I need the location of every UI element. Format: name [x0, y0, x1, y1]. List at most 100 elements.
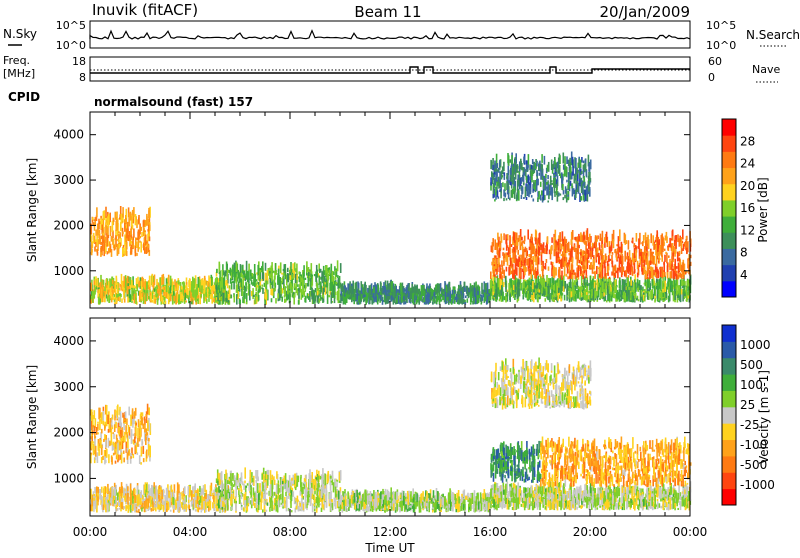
- heatmap-cell: [550, 185, 552, 195]
- heatmap-cell: [396, 296, 398, 303]
- heatmap-cell: [252, 288, 254, 299]
- heatmap-cell: [501, 236, 503, 243]
- heatmap-cell: [250, 275, 252, 281]
- heatmap-cell: [139, 455, 141, 464]
- heatmap-cell: [575, 287, 577, 290]
- heatmap-cell: [241, 290, 243, 296]
- heatmap-cell: [521, 187, 523, 194]
- heatmap-cell: [650, 290, 652, 299]
- heatmap-cell: [102, 290, 104, 298]
- heatmap-cell: [223, 293, 225, 302]
- heatmap-cell: [627, 252, 629, 256]
- heatmap-cell: [561, 172, 563, 181]
- heatmap-cell: [644, 267, 646, 274]
- heatmap-cell: [108, 281, 110, 287]
- heatmap-cell: [644, 296, 646, 302]
- heatmap-cell: [493, 184, 495, 186]
- heatmap-cell: [464, 288, 466, 292]
- heatmap-cell: [238, 275, 240, 278]
- heatmap-cell: [595, 237, 597, 240]
- heatmap-cell: [597, 248, 599, 254]
- heatmap-cell: [578, 245, 580, 249]
- heatmap-cell: [121, 214, 123, 223]
- heatmap-cell: [497, 247, 499, 252]
- heatmap-cell: [501, 280, 503, 286]
- heatmap-cell: [674, 289, 676, 300]
- heatmap-cell: [408, 291, 410, 298]
- heatmap-cell: [149, 225, 151, 231]
- heatmap-cell: [103, 211, 105, 219]
- heatmap-cell: [587, 284, 589, 286]
- heatmap-cell: [115, 461, 117, 464]
- heatmap-cell: [551, 183, 553, 185]
- heatmap-cell: [196, 284, 198, 295]
- heatmap-cell: [147, 432, 149, 435]
- heatmap-cell: [537, 239, 539, 245]
- heatmap-cell: [470, 303, 472, 305]
- heatmap-cell: [681, 237, 683, 248]
- heatmap-cell: [675, 273, 677, 276]
- y-tick-label: 4000: [53, 128, 84, 142]
- heatmap-cell: [487, 283, 489, 294]
- heatmap-cell: [136, 253, 138, 256]
- heatmap-cell: [545, 298, 547, 302]
- heatmap-cell: [609, 247, 611, 254]
- heatmap-cell: [633, 296, 635, 303]
- heatmap-cell: [120, 285, 122, 291]
- heatmap-cell: [604, 266, 606, 276]
- heatmap-cell: [112, 415, 114, 420]
- heatmap-cell: [533, 292, 535, 302]
- heatmap-cell: [517, 282, 519, 287]
- heatmap-cell: [572, 157, 574, 166]
- heatmap-cell: [126, 251, 128, 256]
- heatmap-cell: [295, 274, 297, 283]
- heatmap-cell: [126, 419, 128, 426]
- heatmap-cell: [156, 279, 158, 285]
- heatmap-cell: [499, 292, 501, 296]
- heatmap-cell: [495, 289, 497, 299]
- heatmap-cell: [236, 294, 238, 297]
- heatmap-cell: [650, 233, 652, 243]
- heatmap-cell: [531, 195, 533, 198]
- heatmap-cell: [645, 271, 647, 278]
- heatmap-cell: [526, 160, 528, 164]
- heatmap-cell: [380, 295, 382, 301]
- heatmap-cell: [305, 283, 307, 288]
- heatmap-cell: [572, 257, 574, 263]
- heatmap-cell: [431, 289, 433, 296]
- heatmap-cell: [279, 277, 281, 286]
- heatmap-cell: [564, 261, 566, 266]
- heatmap-cell: [625, 270, 627, 278]
- heatmap-cell: [326, 283, 328, 287]
- heatmap-cell: [569, 288, 571, 290]
- heatmap-cell: [564, 237, 566, 246]
- heatmap-cell: [502, 268, 504, 274]
- heatmap-cell: [300, 277, 302, 282]
- heatmap-cell: [484, 290, 486, 292]
- heatmap-cell: [688, 280, 690, 287]
- heatmap-cell: [551, 264, 553, 269]
- heatmap-cell: [490, 280, 492, 288]
- heatmap-cell: [323, 266, 325, 272]
- heatmap-cell: [503, 261, 505, 266]
- heatmap-cell: [506, 267, 508, 272]
- heatmap-cell: [108, 454, 110, 463]
- heatmap-cell: [239, 273, 241, 279]
- heatmap-cell: [676, 266, 678, 269]
- heatmap-cell: [519, 237, 521, 245]
- heatmap-cell: [114, 424, 116, 432]
- heatmap-cell: [163, 292, 165, 296]
- heatmap-cell: [148, 245, 150, 248]
- heatmap-cell: [296, 284, 298, 294]
- heatmap-cell: [290, 272, 292, 275]
- heatmap-cell: [488, 294, 490, 297]
- heatmap-cell: [499, 299, 501, 302]
- heatmap-cell: [528, 154, 530, 165]
- heatmap-cell: [262, 288, 264, 294]
- heatmap-cell: [615, 286, 617, 293]
- heatmap-cell: [664, 249, 666, 251]
- heatmap-cell: [553, 272, 555, 278]
- heatmap-cell: [647, 268, 649, 275]
- heatmap-cell: [584, 236, 586, 239]
